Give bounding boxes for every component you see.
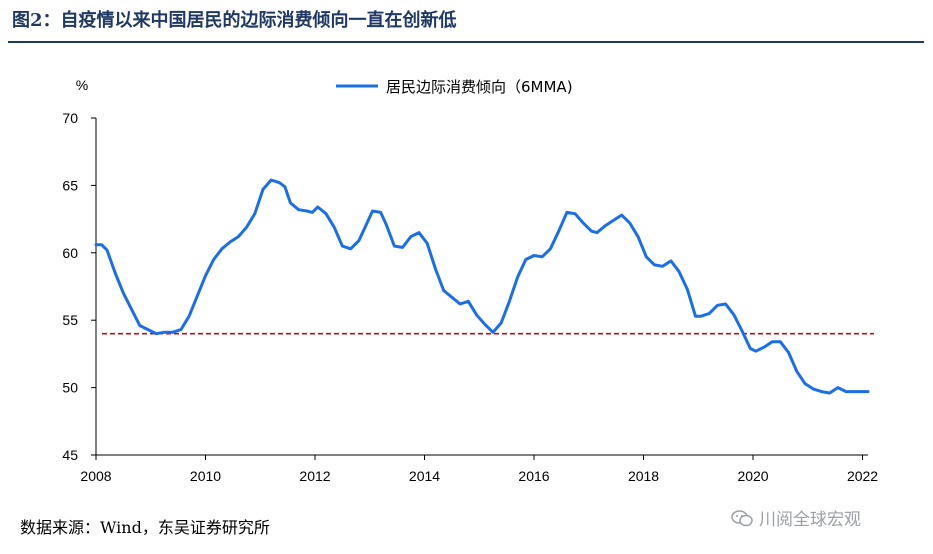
watermark-text: 川阅全球宏观 [759, 510, 861, 530]
title-divider [8, 41, 924, 43]
wechat-icon [731, 509, 753, 526]
x-tick-label: 2008 [80, 468, 111, 484]
x-tick-label: 2012 [299, 468, 330, 484]
x-tick-label: 2018 [628, 468, 659, 484]
series-line [94, 178, 870, 395]
watermark: 川阅全球宏观 [731, 505, 861, 530]
x-tick-label: 2022 [847, 468, 878, 484]
x-tick-label: 2016 [518, 468, 549, 484]
source-note: 数据来源：Wind，东吴证券研究所 [20, 518, 270, 537]
x-tick-label: 2010 [190, 468, 221, 484]
y-tick-label: 70 [62, 110, 78, 126]
y-tick-label: 60 [62, 245, 78, 261]
y-tick-label: 55 [62, 312, 78, 328]
x-tick-label: 2014 [409, 468, 440, 484]
y-tick-label: 50 [62, 380, 78, 396]
y-axis-label: % [76, 77, 88, 93]
legend-label: 居民边际消费倾向（6MMA) [386, 78, 573, 96]
y-tick-label: 45 [62, 447, 78, 463]
figure-title: 图2：自疫情以来中国居民的边际消费倾向一直在创新低 [12, 10, 457, 31]
x-tick-label: 2020 [737, 468, 768, 484]
y-tick-label: 65 [62, 177, 78, 193]
